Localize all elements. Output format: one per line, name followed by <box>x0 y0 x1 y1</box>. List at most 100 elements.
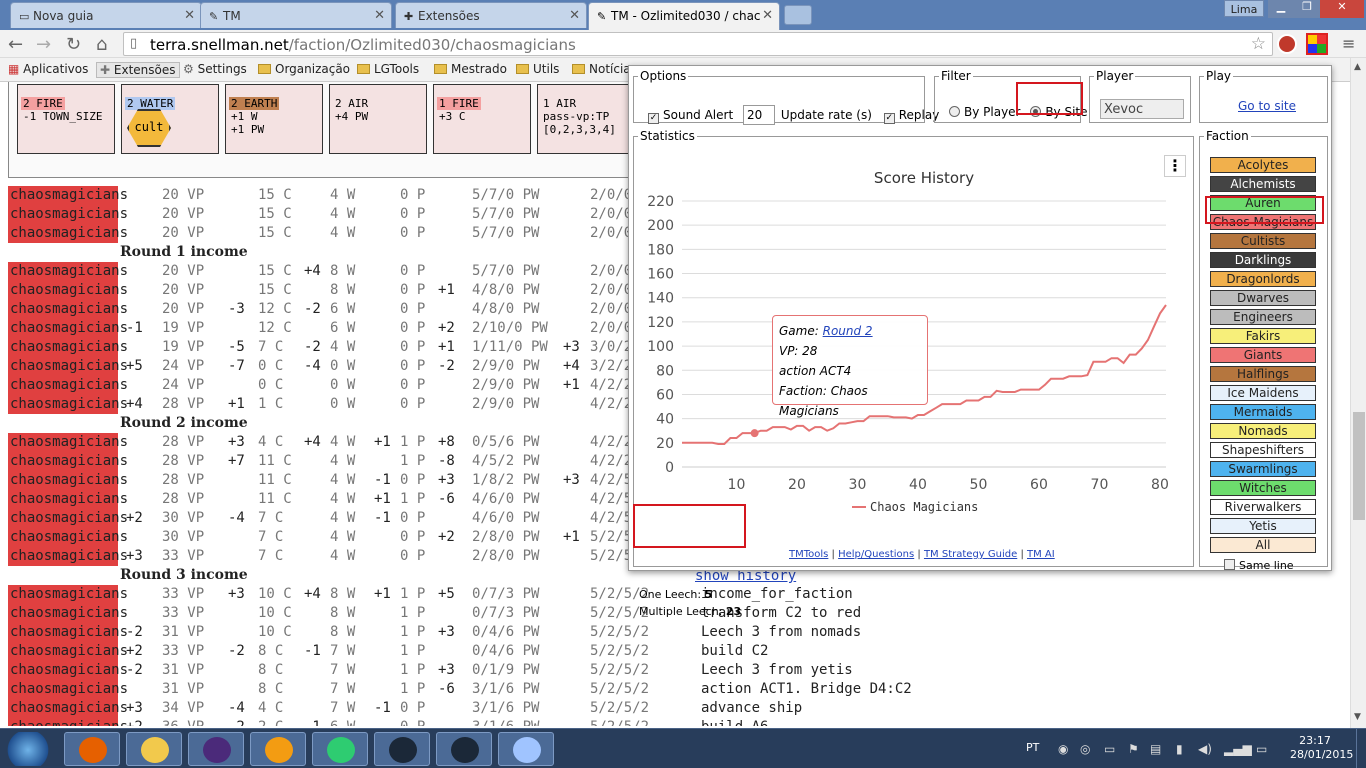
bookmark-folder-mestrado[interactable]: Mestrado <box>434 62 507 76</box>
faction-button[interactable]: Engineers <box>1210 309 1316 325</box>
faction-button[interactable]: Cultists <box>1210 233 1316 249</box>
faction-button[interactable]: Giants <box>1210 347 1316 363</box>
cell-w: 7 W <box>330 681 356 697</box>
faction-button[interactable]: All <box>1210 537 1316 553</box>
faction-button[interactable]: Nomads <box>1210 423 1316 439</box>
network-icon[interactable]: ▂▄▆ <box>1224 742 1252 756</box>
power-tray-icon[interactable]: ▭ <box>1256 742 1268 756</box>
faction-button[interactable]: Acolytes <box>1210 157 1316 173</box>
taskbar-app[interactable] <box>436 732 492 766</box>
faction-button[interactable]: Riverwalkers <box>1210 499 1316 515</box>
scroll-up-icon[interactable]: ▲ <box>1354 62 1361 72</box>
bookmark-star-icon[interactable]: ☆ <box>1250 34 1266 54</box>
show-history-link[interactable]: show history <box>695 568 797 584</box>
update-rate-input[interactable] <box>743 105 775 125</box>
footer-link[interactable]: TM Strategy Guide <box>923 549 1018 560</box>
taskbar-app[interactable] <box>250 732 306 766</box>
taskbar-app[interactable] <box>0 732 56 766</box>
bookmark-apps[interactable]: ▦ Aplicativos <box>8 62 88 76</box>
volume-icon[interactable]: ◀) <box>1198 742 1212 756</box>
tab-extensoes[interactable]: ✚ Extensões ✕ <box>395 2 587 28</box>
close-icon[interactable]: ✕ <box>184 8 195 23</box>
forward-icon[interactable]: → <box>36 34 52 55</box>
footer-link[interactable]: TMTools <box>789 549 829 560</box>
taskbar-app[interactable] <box>126 732 182 766</box>
cell-dcult: +3 <box>563 472 580 488</box>
scrollbar-thumb[interactable] <box>1353 412 1365 520</box>
faction-button[interactable]: Dwarves <box>1210 290 1316 306</box>
bookmark-extensoes[interactable]: ✚ Extensões <box>96 62 180 78</box>
legend-label[interactable]: Chaos Magicians <box>870 500 978 514</box>
taskbar-app[interactable] <box>374 732 430 766</box>
address-bar[interactable]: ▯ terra.snellman.net/faction/Ozlimited03… <box>123 32 1273 56</box>
faction-button[interactable]: Yetis <box>1210 518 1316 534</box>
taskbar-app[interactable] <box>188 732 244 766</box>
bookmark-settings[interactable]: ⚙ Settings <box>183 62 247 76</box>
replay-checkbox[interactable]: ✓ Replay <box>883 108 940 124</box>
home-icon[interactable]: ⌂ <box>96 34 108 55</box>
same-line-checkbox[interactable]: Same line <box>1224 559 1294 572</box>
hovered-data-point[interactable] <box>750 429 759 438</box>
faction-button[interactable]: Auren <box>1210 195 1316 211</box>
reload-icon[interactable]: ↻ <box>66 34 82 55</box>
close-icon[interactable]: ✕ <box>374 8 385 23</box>
bookmark-folder-lgtools[interactable]: LGTools <box>357 62 419 76</box>
steam-tray-icon[interactable]: ◉ <box>1058 742 1069 756</box>
cell-dc: -7 <box>228 358 245 374</box>
faction-button[interactable]: Dragonlords <box>1210 271 1316 287</box>
tmtools-extension-icon[interactable] <box>1306 33 1328 55</box>
close-icon[interactable]: ✕ <box>569 8 580 23</box>
tab-nova-guia[interactable]: ▭ Nova guia ✕ <box>10 2 202 28</box>
footer-link[interactable]: TM AI <box>1027 549 1055 560</box>
faction-button[interactable]: Halflings <box>1210 366 1316 382</box>
player-input[interactable] <box>1100 99 1184 119</box>
faction-button[interactable]: Alchemists <box>1210 176 1316 192</box>
taskbar-app[interactable] <box>64 732 120 766</box>
faction-button[interactable]: Darklings <box>1210 252 1316 268</box>
close-icon[interactable]: ✕ <box>762 8 773 23</box>
cell-w: 4 W <box>330 339 356 355</box>
footer-link[interactable]: Help/Questions <box>838 549 915 560</box>
tab-tm-active[interactable]: ✎ TM - Ozlimited030 / chac ✕ <box>588 2 780 30</box>
minimize-button[interactable]: ▁ <box>1268 0 1294 18</box>
chart-menu-button[interactable]: ⋮ <box>1164 155 1186 177</box>
taskbar-app[interactable] <box>312 732 368 766</box>
scroll-down-icon[interactable]: ▼ <box>1354 712 1361 722</box>
show-desktop-button[interactable] <box>1356 729 1366 768</box>
cell-dpw: -6 <box>438 681 455 697</box>
by-site-radio[interactable]: By Site <box>1030 105 1088 119</box>
faction-button[interactable]: Fakirs <box>1210 328 1316 344</box>
link-separator: | <box>1017 549 1027 560</box>
tooltip-game-link[interactable]: Round 2 <box>822 324 873 338</box>
bookmark-folder-organizacao[interactable]: Organização <box>258 62 350 76</box>
faction-button[interactable]: Shapeshifters <box>1210 442 1316 458</box>
power-extension-icon[interactable] <box>1277 34 1297 54</box>
faction-button[interactable]: Witches <box>1210 480 1316 496</box>
flag-tray-icon[interactable]: ⚑ <box>1128 742 1139 756</box>
new-tab-button[interactable] <box>784 5 812 25</box>
profile-button[interactable]: Lima <box>1224 0 1264 17</box>
usb-tray-icon[interactable]: ▮ <box>1176 742 1183 756</box>
faction-button[interactable]: Ice Maidens <box>1210 385 1316 401</box>
page-scrollbar[interactable]: ▲ ▼ <box>1350 58 1366 728</box>
steam-tray-icon-2[interactable]: ◎ <box>1080 742 1091 756</box>
replay-label: Replay <box>898 108 940 122</box>
tab-tm[interactable]: ✎ TM ✕ <box>200 2 392 28</box>
display-tray-icon[interactable]: ▭ <box>1104 742 1116 756</box>
go-to-site-link[interactable]: Go to site <box>1238 99 1296 113</box>
language-indicator[interactable]: PT <box>1026 741 1040 754</box>
sound-alert-checkbox[interactable]: ✓ Sound Alert <box>648 108 733 124</box>
menu-icon[interactable]: ≡ <box>1342 34 1356 53</box>
close-window-button[interactable]: ✕ <box>1320 0 1364 18</box>
action-center-icon[interactable]: ▤ <box>1150 742 1162 756</box>
faction-button[interactable]: Swarmlings <box>1210 461 1316 477</box>
card-line-2: -1 TOWN_SIZE <box>23 110 103 123</box>
by-player-radio[interactable]: By Player <box>949 105 1021 119</box>
clock[interactable]: 23:17 28/01/2015 <box>1290 734 1353 762</box>
maximize-button[interactable]: ❐ <box>1294 0 1320 18</box>
bookmark-folder-noticia[interactable]: Notícia <box>572 62 631 76</box>
bookmark-folder-utils[interactable]: Utils <box>516 62 559 76</box>
back-icon[interactable]: ← <box>8 34 24 55</box>
taskbar-app[interactable] <box>498 732 554 766</box>
faction-button[interactable]: Mermaids <box>1210 404 1316 420</box>
